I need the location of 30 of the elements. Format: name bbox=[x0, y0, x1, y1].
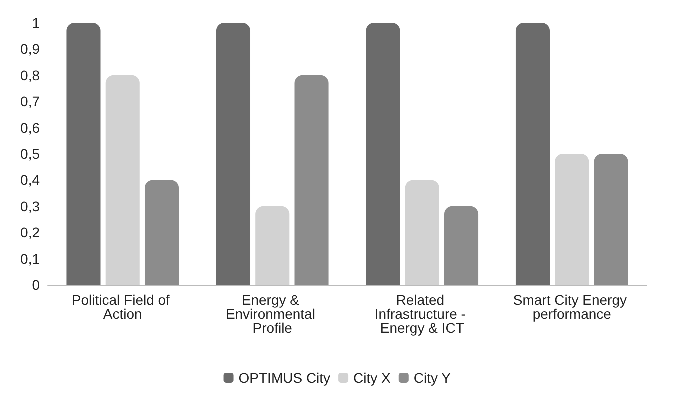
y-tick-label: 0,5 bbox=[20, 146, 40, 162]
y-tick-label: 1 bbox=[32, 15, 40, 31]
x-tick-label: Related Infrastructure - Energy & ICT bbox=[374, 292, 470, 336]
bar bbox=[216, 23, 251, 285]
y-tick-label: 0,9 bbox=[20, 41, 40, 58]
y-tick-label: 0,8 bbox=[20, 67, 40, 84]
bar bbox=[294, 75, 329, 285]
y-tick-label: 0 bbox=[32, 277, 40, 293]
bar bbox=[144, 180, 180, 285]
legend-label: City X bbox=[354, 370, 392, 386]
y-tick-label: 0,6 bbox=[20, 120, 40, 136]
bar bbox=[516, 23, 550, 285]
legend-label: City Y bbox=[414, 370, 452, 386]
y-tick-label: 0,3 bbox=[20, 198, 40, 214]
y-tick-label: 0,4 bbox=[20, 172, 40, 188]
bar bbox=[405, 180, 440, 285]
bar bbox=[594, 154, 628, 285]
y-tick-label: 0,2 bbox=[20, 224, 40, 241]
y-tick-label: 0,7 bbox=[20, 94, 40, 110]
legend-label: OPTIMUS City bbox=[238, 370, 331, 386]
bar bbox=[555, 154, 590, 285]
x-tick-label: Energy & Environmental Profile bbox=[226, 292, 320, 336]
x-tick-label: Political Field of Action bbox=[72, 292, 174, 322]
bar bbox=[366, 23, 400, 285]
y-tick-label: 0,1 bbox=[20, 250, 40, 267]
x-tick-label: Smart City Energy performance bbox=[513, 292, 631, 322]
bar bbox=[66, 23, 101, 285]
bar bbox=[444, 206, 479, 285]
bar bbox=[106, 75, 140, 285]
bar bbox=[256, 206, 290, 285]
